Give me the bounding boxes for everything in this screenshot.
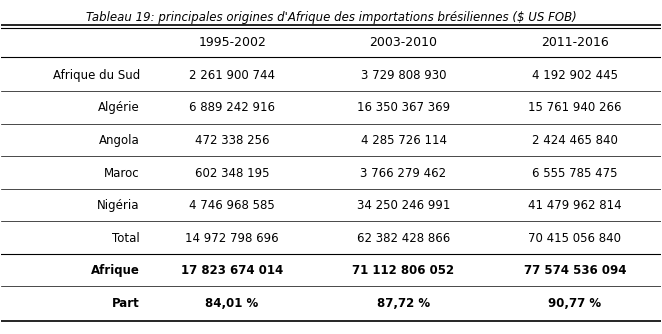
Text: 3 766 279 462: 3 766 279 462 bbox=[360, 167, 447, 179]
Text: 4 192 902 445: 4 192 902 445 bbox=[532, 69, 618, 82]
Text: Angola: Angola bbox=[99, 134, 140, 147]
Text: 1995-2002: 1995-2002 bbox=[198, 36, 266, 49]
Text: Tableau 19: principales origines d'Afrique des importations brésiliennes ($ US F: Tableau 19: principales origines d'Afriq… bbox=[85, 11, 577, 24]
Text: 34 250 246 991: 34 250 246 991 bbox=[357, 199, 450, 212]
Text: Afrique: Afrique bbox=[91, 264, 140, 277]
Text: 41 479 962 814: 41 479 962 814 bbox=[528, 199, 622, 212]
Text: 6 889 242 916: 6 889 242 916 bbox=[189, 102, 275, 115]
Text: 472 338 256: 472 338 256 bbox=[195, 134, 269, 147]
Text: 2 424 465 840: 2 424 465 840 bbox=[532, 134, 618, 147]
Text: Part: Part bbox=[112, 297, 140, 310]
Text: 602 348 195: 602 348 195 bbox=[195, 167, 269, 179]
Text: 2011-2016: 2011-2016 bbox=[541, 36, 609, 49]
Text: Nigéria: Nigéria bbox=[97, 199, 140, 212]
Text: 4 746 968 585: 4 746 968 585 bbox=[189, 199, 275, 212]
Text: 2003-2010: 2003-2010 bbox=[369, 36, 438, 49]
Text: 2 261 900 744: 2 261 900 744 bbox=[189, 69, 275, 82]
Text: 77 574 536 094: 77 574 536 094 bbox=[524, 264, 626, 277]
Text: 14 972 798 696: 14 972 798 696 bbox=[185, 231, 279, 244]
Text: 6 555 785 475: 6 555 785 475 bbox=[532, 167, 618, 179]
Text: 84,01 %: 84,01 % bbox=[205, 297, 259, 310]
Text: 90,77 %: 90,77 % bbox=[548, 297, 602, 310]
Text: 87,72 %: 87,72 % bbox=[377, 297, 430, 310]
Text: 4 285 726 114: 4 285 726 114 bbox=[361, 134, 446, 147]
Text: 3 729 808 930: 3 729 808 930 bbox=[361, 69, 446, 82]
Text: Afrique du Sud: Afrique du Sud bbox=[52, 69, 140, 82]
Text: 15 761 940 266: 15 761 940 266 bbox=[528, 102, 622, 115]
Text: 71 112 806 052: 71 112 806 052 bbox=[352, 264, 455, 277]
Text: Total: Total bbox=[112, 231, 140, 244]
Text: 62 382 428 866: 62 382 428 866 bbox=[357, 231, 450, 244]
Text: Maroc: Maroc bbox=[104, 167, 140, 179]
Text: 17 823 674 014: 17 823 674 014 bbox=[181, 264, 283, 277]
Text: Algérie: Algérie bbox=[98, 102, 140, 115]
Text: 70 415 056 840: 70 415 056 840 bbox=[528, 231, 622, 244]
Text: 16 350 367 369: 16 350 367 369 bbox=[357, 102, 450, 115]
